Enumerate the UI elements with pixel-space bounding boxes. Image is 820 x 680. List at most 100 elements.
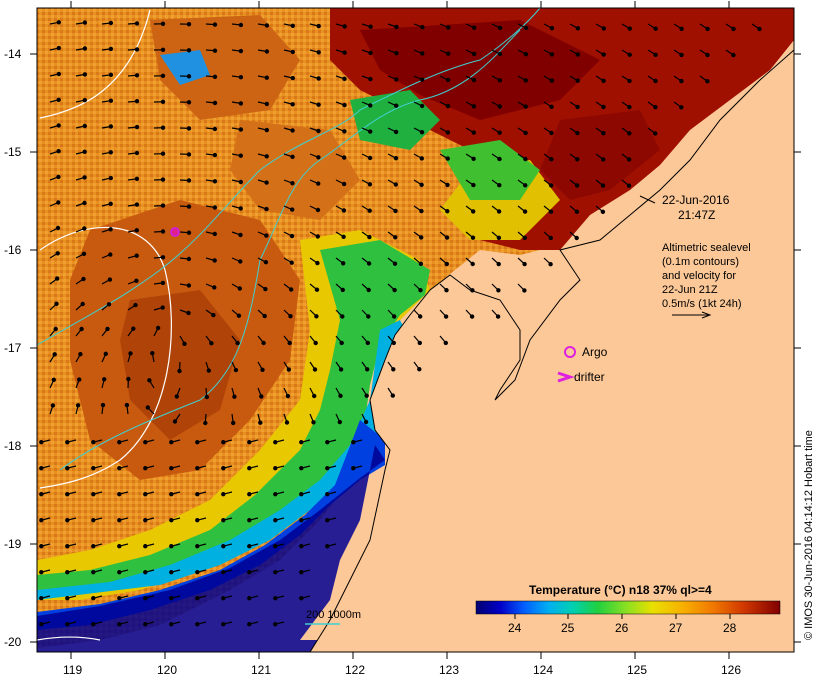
- velocity-arrow-head: [160, 21, 166, 26]
- velocity-arrow-head: [284, 420, 290, 425]
- velocity-arrow-head: [155, 325, 161, 331]
- velocity-arrow-head: [299, 518, 304, 523]
- velocity-arrow-head: [273, 596, 278, 601]
- velocity-arrow-head: [575, 104, 580, 110]
- velocity-arrow-head: [261, 340, 266, 346]
- velocity-arrow-head: [160, 229, 166, 234]
- velocity-arrow-head: [325, 466, 330, 471]
- velocity-arrow-head: [39, 622, 44, 627]
- velocity-arrow-head: [169, 596, 174, 601]
- lon-tick: 119: [63, 663, 82, 677]
- velocity-arrow-head: [522, 209, 528, 214]
- lat-tick: -17: [4, 341, 22, 355]
- velocity-arrow-head: [247, 544, 252, 549]
- velocity-arrow-head: [523, 130, 528, 136]
- velocity-arrow-head: [653, 131, 658, 136]
- velocity-arrow-head: [705, 52, 710, 58]
- velocity-arrow-head: [212, 258, 217, 263]
- altimetry-legend-line: Altimetric sealevel: [662, 242, 751, 254]
- velocity-arrow-head: [313, 340, 318, 346]
- velocity-arrow-head: [393, 129, 399, 135]
- colorbar-tick: 24: [508, 621, 522, 635]
- velocity-arrow-head: [419, 208, 424, 214]
- velocity-arrow-head: [338, 393, 343, 398]
- velocity-arrow-head: [286, 367, 291, 372]
- velocity-arrow-head: [108, 150, 114, 155]
- velocity-arrow-head: [195, 518, 200, 523]
- colorbar-tick: 27: [669, 621, 683, 635]
- velocity-arrow-head: [367, 208, 372, 213]
- velocity-arrow-head: [290, 49, 295, 55]
- velocity-arrow-head: [238, 179, 243, 185]
- velocity-arrow-head: [419, 182, 424, 187]
- velocity-arrow-head: [273, 518, 278, 523]
- lat-tick: -14: [4, 47, 22, 61]
- velocity-arrow-head: [653, 52, 658, 58]
- velocity-arrow-head: [273, 570, 278, 575]
- velocity-arrow-head: [134, 124, 140, 130]
- velocity-arrow-head: [391, 340, 396, 346]
- velocity-arrow-head: [91, 440, 96, 445]
- velocity-arrow-head: [417, 340, 422, 346]
- velocity-arrow-head: [393, 208, 398, 214]
- velocity-arrow-head: [470, 261, 475, 267]
- lon-tick: 120: [157, 663, 177, 677]
- velocity-arrow-head: [143, 492, 148, 497]
- lat-tick: -16: [4, 243, 22, 257]
- velocity-arrow-head: [290, 154, 295, 159]
- velocity-arrow-head: [314, 287, 320, 292]
- velocity-arrow-head: [601, 104, 606, 110]
- velocity-arrow-head: [445, 208, 450, 214]
- velocity-arrow-head: [79, 326, 84, 332]
- velocity-arrow-head: [273, 492, 278, 497]
- velocity-arrow-head: [548, 235, 554, 241]
- velocity-arrow-head: [325, 518, 330, 523]
- colorbar-tick: 28: [723, 621, 737, 635]
- velocity-arrow-head: [134, 176, 140, 181]
- velocity-arrow-head: [731, 52, 736, 58]
- colorbar-tick: 25: [561, 621, 575, 635]
- velocity-arrow-head: [106, 302, 112, 307]
- velocity-arrow-head: [420, 25, 425, 30]
- velocity-arrow-head: [315, 234, 320, 239]
- velocity-arrow-head: [221, 518, 226, 523]
- velocity-arrow-head: [471, 156, 476, 161]
- velocity-arrow-head: [523, 183, 528, 188]
- velocity-arrow-head: [393, 182, 398, 187]
- velocity-arrow-head: [134, 278, 139, 283]
- velocity-arrow-head: [172, 419, 178, 424]
- velocity-arrow-head: [108, 72, 114, 78]
- coastline: [309, 49, 795, 653]
- velocity-arrow-head: [705, 78, 710, 84]
- velocity-arrow-head: [446, 25, 451, 30]
- velocity-arrow-head: [365, 367, 370, 372]
- velocity-arrow-head: [117, 622, 122, 627]
- velocity-arrow-head: [393, 155, 399, 161]
- velocity-arrow-head: [195, 596, 200, 601]
- velocity-arrow-head: [419, 103, 425, 109]
- velocity-arrow-head: [212, 231, 217, 237]
- velocity-arrow-head: [108, 20, 114, 26]
- credit-text: © IMOS 30-Jun-2016 04:14:12 Hobart time: [803, 430, 815, 640]
- velocity-arrow-head: [262, 313, 267, 319]
- lat-tick: -19: [4, 537, 22, 551]
- velocity-arrow-head: [221, 622, 226, 627]
- velocity-arrow-head: [299, 544, 304, 549]
- velocity-arrow-head: [392, 287, 397, 293]
- velocity-arrow-head: [285, 393, 291, 399]
- velocity-arrow-head: [80, 301, 85, 307]
- velocity-arrow-head: [445, 182, 450, 188]
- velocity-arrow-head: [212, 100, 218, 106]
- velocity-arrow-head: [497, 104, 502, 109]
- velocity-arrow-head: [105, 326, 110, 332]
- velocity-arrow-head: [169, 440, 174, 445]
- velocity-arrow-head: [117, 570, 122, 575]
- velocity-arrow-head: [264, 233, 269, 238]
- lat-axis: -14 -15 -16 -17 -18 -19 -20: [4, 47, 801, 649]
- velocity-arrow-head: [679, 26, 684, 31]
- velocity-arrow-head: [39, 492, 44, 497]
- velocity-arrow-head: [365, 340, 370, 346]
- velocity-arrow-head: [263, 286, 268, 292]
- velocity-arrow-head: [235, 340, 240, 346]
- velocity-arrow-head: [78, 352, 83, 357]
